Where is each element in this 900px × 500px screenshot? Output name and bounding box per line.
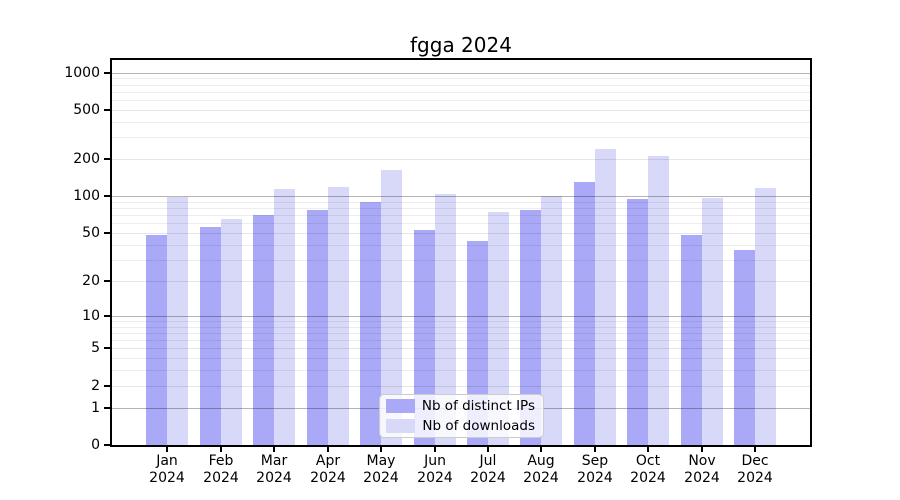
ytick-label-20: 20	[82, 273, 100, 289]
legend-row-distinct-ips: Nb of distinct IPs	[386, 398, 535, 414]
xtick-label-dec: Dec 2024	[737, 453, 773, 486]
gridline-40	[112, 245, 810, 246]
gridline-500	[112, 110, 810, 111]
ytick-mark-1	[104, 407, 110, 409]
bar-distinct-ips-may	[360, 202, 382, 445]
xtick-mark-sep	[594, 447, 596, 452]
chart-title: fgga 2024	[410, 33, 512, 57]
gridline-400	[112, 122, 810, 123]
legend-label-distinct-ips: Nb of distinct IPs	[421, 398, 535, 414]
xtick-mark-nov	[701, 447, 703, 452]
gridline-5	[112, 348, 810, 349]
ytick-label-500: 500	[73, 102, 100, 118]
gridline-80	[112, 208, 810, 209]
ytick-mark-0	[104, 444, 110, 446]
gridline-6	[112, 340, 810, 341]
legend-label-downloads: Nb of downloads	[422, 418, 535, 434]
xtick-mark-mar	[273, 447, 275, 452]
xtick-label-aug: Aug 2024	[523, 453, 559, 486]
ytick-label-100: 100	[73, 188, 100, 204]
xtick-label-feb: Feb 2024	[203, 453, 239, 486]
ytick-mark-5	[104, 347, 110, 349]
gridline-50	[112, 233, 810, 234]
bar-distinct-ips-mar	[253, 215, 275, 445]
bar-downloads-feb	[220, 219, 242, 445]
xtick-label-oct: Oct 2024	[630, 453, 666, 486]
gridline-700	[112, 92, 810, 93]
bar-downloads-aug	[541, 196, 563, 445]
ytick-label-50: 50	[82, 225, 100, 241]
gridline-10	[112, 316, 810, 317]
gridline-90	[112, 202, 810, 203]
legend: Nb of distinct IPs Nb of downloads	[379, 394, 544, 438]
gridline-1000	[112, 73, 810, 74]
bar-distinct-ips-sep	[573, 182, 595, 445]
xtick-mark-aug	[540, 447, 542, 452]
gridline-3	[112, 370, 810, 371]
legend-row-downloads: Nb of downloads	[386, 418, 535, 434]
ytick-mark-50	[104, 232, 110, 234]
gridline-60	[112, 223, 810, 224]
bar-distinct-ips-jun	[413, 230, 435, 445]
gridline-900	[112, 78, 810, 79]
gridline-30	[112, 260, 810, 261]
xtick-mark-may	[380, 447, 382, 452]
ytick-label-5: 5	[91, 340, 100, 356]
xtick-mark-jul	[487, 447, 489, 452]
xtick-label-jun: Jun 2024	[417, 453, 453, 486]
legend-swatch-distinct-ips	[386, 399, 415, 413]
xtick-label-jul: Jul 2024	[470, 453, 506, 486]
gridline-70	[112, 215, 810, 216]
ytick-label-0: 0	[91, 437, 100, 453]
xtick-mark-dec	[754, 447, 756, 452]
xtick-label-apr: Apr 2024	[310, 453, 346, 486]
gridline-4	[112, 358, 810, 359]
xtick-label-nov: Nov 2024	[684, 453, 720, 486]
gridline-20	[112, 281, 810, 282]
ytick-label-1: 1	[91, 400, 100, 416]
gridline-2	[112, 386, 810, 387]
gridline-600	[112, 100, 810, 101]
bar-downloads-may	[381, 170, 403, 445]
bar-downloads-oct	[648, 156, 670, 445]
gridline-8	[112, 327, 810, 328]
xtick-mark-jan	[166, 447, 168, 452]
gridline-7	[112, 333, 810, 334]
bar-downloads-jun	[434, 194, 456, 445]
xtick-mark-apr	[327, 447, 329, 452]
xtick-label-sep: Sep 2024	[577, 453, 613, 486]
xtick-mark-jun	[434, 447, 436, 452]
ytick-mark-10	[104, 315, 110, 317]
ytick-label-200: 200	[73, 151, 100, 167]
xtick-mark-feb	[220, 447, 222, 452]
bar-downloads-sep	[594, 149, 616, 445]
legend-swatch-downloads	[386, 419, 415, 433]
xtick-label-jan: Jan 2024	[149, 453, 185, 486]
ytick-mark-500	[104, 109, 110, 111]
gridline-9	[112, 321, 810, 322]
ytick-mark-2	[104, 385, 110, 387]
ytick-mark-200	[104, 158, 110, 160]
ytick-mark-1000	[104, 72, 110, 74]
xtick-label-mar: Mar 2024	[256, 453, 292, 486]
xtick-mark-oct	[647, 447, 649, 452]
ytick-label-1000: 1000	[64, 65, 100, 81]
gridline-300	[112, 137, 810, 138]
gridline-200	[112, 159, 810, 160]
bar-distinct-ips-dec	[734, 250, 756, 445]
ytick-label-2: 2	[91, 378, 100, 394]
gridline-100	[112, 196, 810, 197]
ytick-mark-20	[104, 280, 110, 282]
ytick-mark-100	[104, 195, 110, 197]
bar-downloads-mar	[274, 189, 296, 445]
gridline-800	[112, 85, 810, 86]
ytick-label-10: 10	[82, 308, 100, 324]
xtick-label-may: May 2024	[363, 453, 399, 486]
